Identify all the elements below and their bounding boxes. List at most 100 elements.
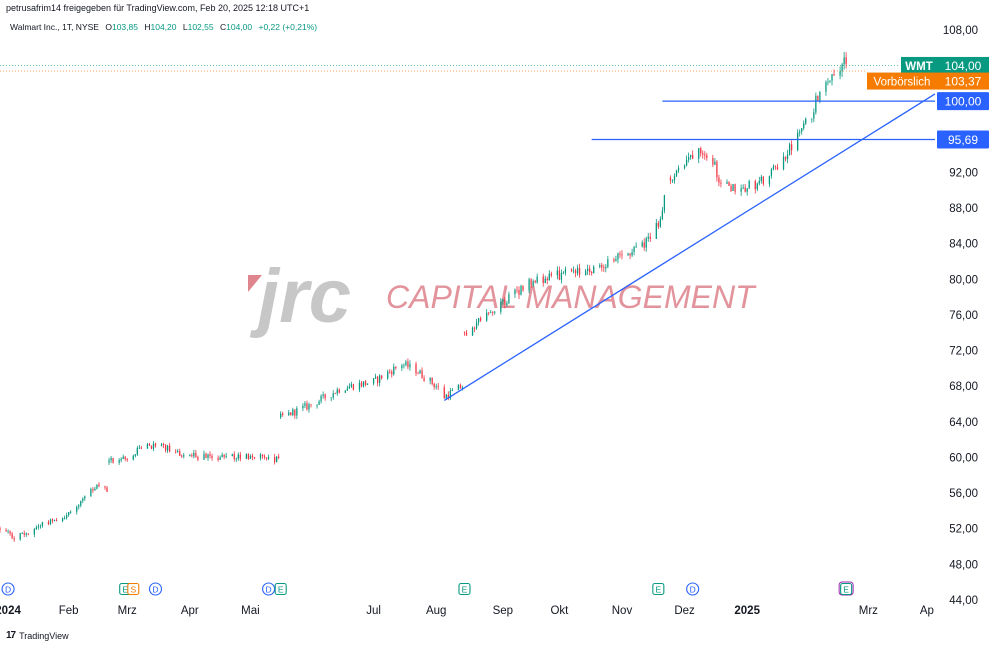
x-tick-label: Okt <box>550 605 569 617</box>
candle-body <box>136 448 138 455</box>
candle-body <box>419 370 421 374</box>
candle-body <box>134 454 136 456</box>
close-label: C <box>219 22 227 32</box>
candle-body <box>294 409 296 416</box>
event-marker-letter: D <box>266 585 272 595</box>
candle-body <box>13 538 15 540</box>
candle-body <box>126 459 128 460</box>
candle-body <box>181 455 183 457</box>
candle-body <box>813 112 815 119</box>
candle-body <box>584 271 587 276</box>
candle-body <box>734 184 736 192</box>
wmt-tag-bg <box>901 56 937 74</box>
change-value: +0,22 (+0,21%) <box>258 22 318 32</box>
candle-body <box>302 405 304 409</box>
candle-body <box>148 444 151 446</box>
y-tick-label: 108,00 <box>943 25 978 37</box>
candle-body <box>542 276 544 284</box>
candle-body <box>506 303 508 306</box>
y-tick-label: 76,00 <box>949 310 978 322</box>
candle-body <box>494 311 496 313</box>
y-tick-label: 72,00 <box>949 346 978 358</box>
candle-body <box>518 290 520 295</box>
candle-body <box>578 267 581 276</box>
candle-body <box>661 210 664 219</box>
candle-body <box>68 512 70 516</box>
candle-body <box>150 445 153 449</box>
x-tick-label: Mai <box>241 605 260 617</box>
candle-body <box>106 487 108 492</box>
candle-body <box>33 529 35 535</box>
candle-body <box>138 447 140 449</box>
candle-body <box>726 181 728 184</box>
candle-body <box>193 452 195 457</box>
event-marker <box>1 582 15 596</box>
candle-body <box>572 270 575 272</box>
candle-body <box>179 451 181 456</box>
candle-body <box>675 170 678 176</box>
candle-body <box>98 484 100 487</box>
candle-body <box>209 454 211 456</box>
candle-body <box>758 180 760 184</box>
candle-body <box>245 454 248 459</box>
candle-body <box>486 312 488 321</box>
candle-body <box>417 373 419 375</box>
event-marker <box>458 582 471 596</box>
candle-body <box>352 384 355 390</box>
candle-body <box>183 455 185 457</box>
candle-body <box>393 366 395 375</box>
candle-body <box>516 289 518 291</box>
candle-body <box>692 155 694 159</box>
candle-body <box>615 259 617 262</box>
candle-body <box>768 175 771 184</box>
candle-body <box>776 166 779 170</box>
event-marker <box>686 582 700 596</box>
price-axis[interactable]: 44,00 48,00 52,00 56,00 60,00 64,00 68,00 72,00… <box>943 25 978 607</box>
candle-body <box>175 451 177 453</box>
candle-body <box>403 364 405 366</box>
candle-body <box>649 236 651 239</box>
candle-body <box>641 242 643 247</box>
candle-body <box>742 187 744 189</box>
candle-body <box>479 318 482 321</box>
candle-body <box>19 533 21 540</box>
candle-body <box>488 312 490 314</box>
candle-body <box>364 381 367 385</box>
candle-body <box>292 409 294 416</box>
candle-body <box>152 443 155 449</box>
candle-body <box>168 445 171 452</box>
candle-body <box>154 443 157 447</box>
candle-body <box>788 144 791 155</box>
tradingview-brand[interactable]: 17 TradingView <box>6 630 69 641</box>
drawings[interactable] <box>443 93 936 401</box>
candle-body <box>748 180 750 189</box>
event-marker-letter: E <box>122 585 128 595</box>
candle-body <box>251 455 254 458</box>
candle-body <box>514 289 516 295</box>
event-marker-letter: E <box>462 585 468 595</box>
candle-body <box>140 447 143 449</box>
candle-body <box>591 272 593 274</box>
event-marker-letter: S <box>130 585 136 595</box>
candle-body <box>770 169 773 176</box>
candle-body <box>601 265 603 268</box>
candle-body <box>528 279 530 291</box>
candle-body <box>673 175 676 181</box>
candle-body <box>389 371 391 373</box>
candle-body <box>338 389 340 393</box>
candle-body <box>320 395 322 402</box>
y-tick-label: 56,00 <box>949 488 978 500</box>
premarket-tag-bg <box>867 72 937 90</box>
x-tick-label: 2025 <box>734 605 760 617</box>
time-axis[interactable]: 2024 Feb Mrz Apr Mai Jul Aug Sep Okt Nov Dez 2025 Mr… <box>0 605 934 617</box>
candle-body <box>409 363 411 368</box>
candle-body <box>784 156 787 160</box>
candle-body <box>348 386 351 389</box>
candle-body <box>332 393 334 398</box>
candle-body <box>379 375 381 383</box>
candle-body <box>631 252 633 256</box>
candle-body <box>330 397 332 399</box>
